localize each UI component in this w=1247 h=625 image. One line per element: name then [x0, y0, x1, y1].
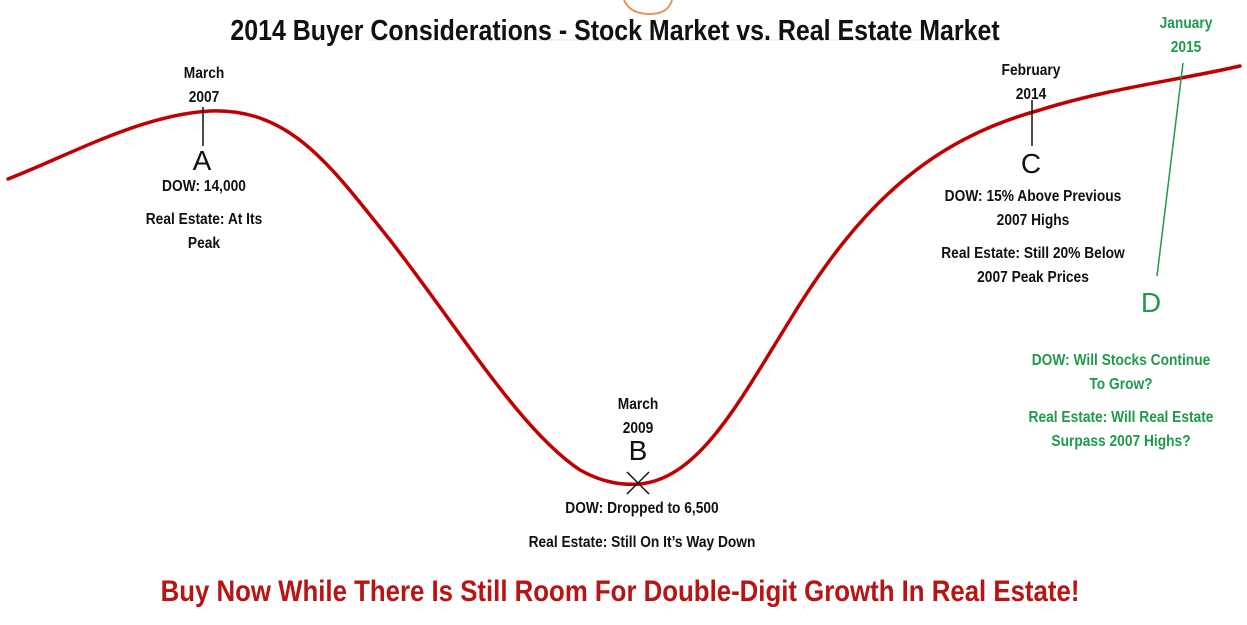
point-b-dow: DOW: Dropped to 6,500 — [565, 500, 719, 517]
point-b-marker — [626, 471, 650, 495]
point-a-real-estate-line2: Peak — [187, 235, 221, 252]
point-c-real-estate-line1: Real Estate: Still 20% Below — [941, 245, 1125, 262]
diagram-title: 2014 Buyer Considerations - Stock Market… — [230, 15, 1000, 47]
point-a-letter: A — [192, 145, 212, 176]
point-b-date-year: 2009 — [622, 420, 654, 437]
point-c-date-month: February — [1001, 62, 1061, 79]
artifact-orange-mark — [623, 0, 673, 16]
point-c-dow-line2: 2007 Highs — [996, 212, 1070, 229]
point-a-dow: DOW: 14,000 — [162, 178, 246, 195]
point-a-date-year: 2007 — [188, 89, 220, 106]
point-b-real-estate: Real Estate: Still On It’s Way Down — [528, 534, 756, 551]
point-d-real-estate-line2: Surpass 2007 Highs? — [1051, 433, 1191, 450]
point-d-letter: D — [1140, 287, 1162, 318]
point-c-real-estate-line2: 2007 Peak Prices — [977, 269, 1089, 286]
point-c-letter: C — [1020, 148, 1042, 179]
point-c-date-year: 2014 — [1015, 86, 1047, 103]
point-a-date-month: March — [183, 65, 225, 82]
point-a-real-estate-line1: Real Estate: At Its — [145, 211, 263, 228]
point-c-dow-line1: DOW: 15% Above Previous — [944, 188, 1122, 205]
connector-d — [1156, 62, 1184, 277]
point-d-real-estate-line1: Real Estate: Will Real Estate — [1028, 409, 1214, 426]
point-d-date-month: January — [1159, 15, 1213, 32]
point-b-date-month: March — [617, 396, 659, 413]
point-b-letter: B — [628, 435, 648, 466]
point-d-dow-line1: DOW: Will Stocks Continue — [1031, 352, 1211, 369]
footer-call-to-action: Buy Now While There Is Still Room For Do… — [160, 575, 1080, 608]
point-d-date-year: 2015 — [1170, 39, 1202, 56]
market-curve — [6, 64, 1242, 487]
point-d-dow-line2: To Grow? — [1089, 376, 1153, 393]
